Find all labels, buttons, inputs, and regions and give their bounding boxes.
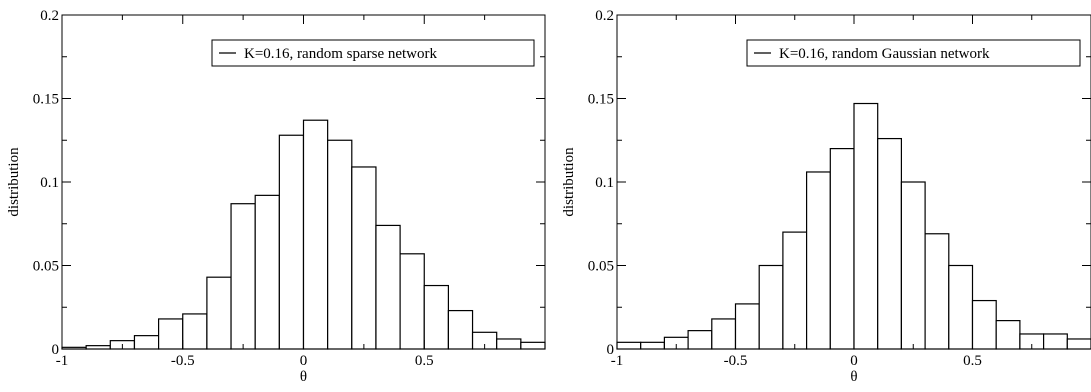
y-axis-title: distribution <box>6 147 22 217</box>
y-axis-title: distribution <box>561 147 577 217</box>
histogram-bar <box>375 224 401 350</box>
histogram-bar <box>829 148 855 350</box>
histogram-bar <box>877 137 903 350</box>
histogram-bar <box>254 194 280 350</box>
histogram-bar <box>853 102 879 350</box>
histogram-bar <box>782 231 808 350</box>
histogram-bar <box>133 335 160 350</box>
y-tick-label: 0.2 <box>595 8 614 24</box>
x-tick-label: -1 <box>56 353 69 369</box>
histogram-bar <box>351 166 377 350</box>
y-tick-label: 0.1 <box>595 175 614 191</box>
y-tick-label: 0.15 <box>588 92 614 108</box>
histogram-bar <box>447 309 474 350</box>
legend-box <box>746 39 1081 67</box>
chart-panel-1: 0 0.05 0.1 0.15 0.2 -1 -0.5 0 0.5 θ distribution K=… <box>6 8 546 385</box>
y-tick-label: 0.15 <box>33 92 59 108</box>
x-tick-label: 0.5 <box>963 353 982 369</box>
y-tick-label: 0 <box>52 342 60 358</box>
histogram-bar <box>327 139 353 350</box>
histogram-bar <box>805 171 831 350</box>
legend-label: K=0.16, random sparse network <box>244 46 438 62</box>
x-tick-label: 0 <box>850 353 858 369</box>
histogram-bar <box>758 264 784 350</box>
histogram-bar <box>230 203 256 350</box>
legend-box <box>211 39 535 67</box>
histogram-bar <box>206 276 232 350</box>
histogram-bar <box>1066 338 1091 350</box>
histogram-bar <box>85 345 111 350</box>
histogram-bar <box>423 284 449 350</box>
histogram-bar <box>182 313 208 350</box>
histogram-bar <box>496 338 522 350</box>
histogram-bar <box>520 341 546 350</box>
histogram-bar <box>687 330 713 350</box>
histogram-bar <box>924 233 950 350</box>
histogram-bar <box>995 320 1021 350</box>
y-tick-label: 0.1 <box>40 175 59 191</box>
x-tick-label: -1 <box>611 353 624 369</box>
x-tick-label: 0 <box>300 353 308 369</box>
x-axis-title: θ <box>300 369 307 385</box>
histogram-bar <box>971 299 997 350</box>
histogram-bar <box>900 181 926 350</box>
histogram-bar <box>711 318 737 350</box>
histogram-bar <box>734 303 760 350</box>
x-tick-label: 0.5 <box>415 353 434 369</box>
histogram-bar <box>278 134 305 350</box>
x-tick-label: -0.5 <box>171 353 195 369</box>
histogram-bar <box>399 253 425 350</box>
histogram-bar <box>640 341 666 350</box>
histogram-bar <box>158 318 184 350</box>
y-tick-label: 0.05 <box>33 259 59 275</box>
y-tick-label: 0 <box>607 342 615 358</box>
histogram-bar <box>616 341 642 350</box>
x-tick-label: -0.5 <box>724 353 748 369</box>
legend-label: K=0.16, random Gaussian network <box>779 46 990 62</box>
histogram-bar <box>948 264 974 350</box>
histogram-bar <box>302 119 329 350</box>
legend: K=0.16, random Gaussian network <box>746 39 1081 67</box>
legend: K=0.16, random sparse network <box>211 39 535 67</box>
y-tick-label: 0.2 <box>40 8 59 24</box>
histogram-bar <box>1042 333 1068 350</box>
chart-panel-2: 0 0.05 0.1 0.15 0.2 -1 -0.5 0 0.5 θ distribution K=… <box>561 8 1091 385</box>
x-axis-title: θ <box>850 369 857 385</box>
y-tick-label: 0.05 <box>588 259 614 275</box>
